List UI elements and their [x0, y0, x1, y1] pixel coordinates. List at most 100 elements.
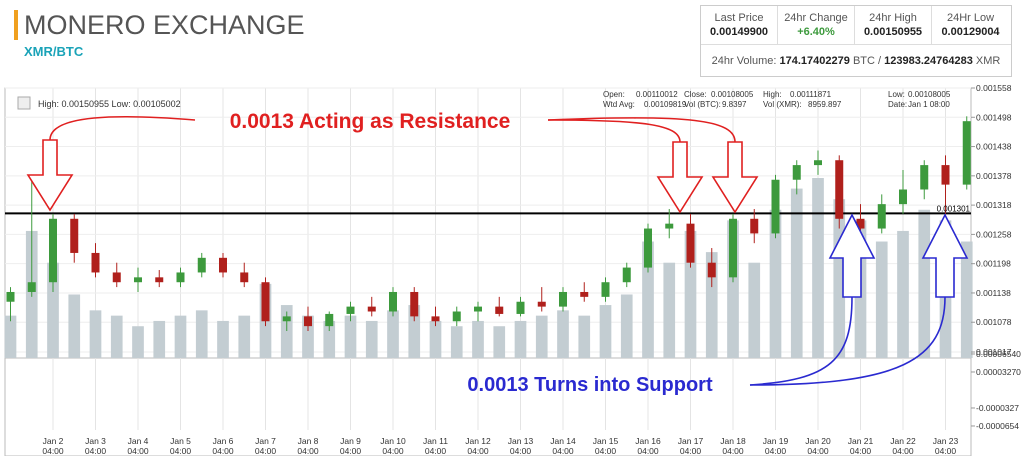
x-tick-time: 04:00	[212, 446, 234, 456]
connector	[49, 115, 196, 141]
y-tick-label: 0.001438	[976, 142, 1012, 152]
candle-body	[686, 223, 695, 263]
volume-bar	[323, 320, 336, 358]
info-item: 0.00111871	[790, 90, 832, 99]
down-arrow	[656, 141, 704, 214]
x-tick-time: 04:00	[807, 446, 829, 456]
connector	[749, 296, 853, 386]
volume-bar	[68, 294, 81, 358]
x-tick-time: 04:00	[425, 446, 447, 456]
info-item: 0.00108005	[711, 90, 754, 99]
info-item: High:	[763, 90, 782, 99]
volume-bar	[663, 262, 676, 358]
volume-bar	[493, 326, 506, 358]
x-tick-time: 04:00	[85, 446, 107, 456]
info-item: 0.00109819	[644, 100, 687, 109]
x-tick-time: 04:00	[170, 446, 192, 456]
volume-line: 24hr Volume: 174.17402279 BTC / 123983.2…	[701, 44, 1011, 77]
candle-body	[707, 262, 716, 278]
info-item: Close:	[684, 90, 707, 99]
x-tick-label: Jan 17	[678, 436, 704, 446]
volume-bar	[833, 199, 846, 358]
y-tick-label: 0.001498	[976, 112, 1012, 122]
axes: 0.001558 0.001498 0.001438 0.001378 0.001318…	[42, 83, 1021, 456]
volume-bar	[748, 262, 761, 358]
candle-body	[197, 257, 206, 273]
support-arrows	[749, 213, 969, 386]
x-tick-time: 04:00	[552, 446, 574, 456]
connector	[749, 296, 946, 386]
volume-bar	[132, 326, 144, 358]
x-tick-label: Jan 15	[593, 436, 619, 446]
x-tick-label: Jan 19	[763, 436, 789, 446]
volume-bar	[620, 294, 633, 358]
volume-bar	[408, 305, 421, 358]
x-tick-time: 04:00	[850, 446, 872, 456]
pair: XMR/BTC	[24, 44, 84, 59]
stat: Last Price 0.00149900	[701, 6, 778, 44]
y2-tick-label: 0.00003270	[976, 367, 1021, 377]
candle-body	[920, 165, 929, 190]
up-arrow	[921, 213, 969, 298]
volume-bar	[769, 209, 782, 358]
x-tick-time: 04:00	[42, 446, 64, 456]
candle-body	[325, 313, 334, 327]
stat-value: 0.00129004	[941, 26, 1000, 38]
candle-body	[474, 306, 482, 312]
candle-body	[410, 291, 419, 317]
candle-body	[559, 291, 567, 307]
volume-bar	[578, 315, 591, 358]
volume-bar	[557, 310, 569, 358]
info-item: 8959.897	[808, 100, 842, 109]
candle-body	[537, 301, 546, 307]
volume-bar	[875, 241, 888, 358]
stat-value: +6.40%	[797, 26, 835, 38]
volume-label: 24hr Volume:	[711, 55, 777, 67]
candle-body	[176, 272, 185, 283]
volume-bar	[514, 320, 527, 358]
y-tick-label: 0.001558	[976, 83, 1012, 93]
y2-tick-label: -0.0000654	[976, 421, 1019, 431]
volume-bar	[217, 320, 229, 358]
x-tick-label: Jan 6	[213, 436, 234, 446]
volume-bar	[47, 262, 59, 358]
x-tick-label: Jan 21	[848, 436, 874, 446]
x-tick-label: Jan 3	[85, 436, 106, 446]
exchange-title: MONERO EXCHANGE	[14, 10, 305, 40]
candle-body	[729, 218, 737, 278]
candle-body	[771, 179, 780, 234]
candle-body	[112, 272, 121, 283]
volume-bar	[960, 241, 973, 358]
volume-bar	[472, 320, 484, 358]
x-tick-time: 04:00	[595, 446, 617, 456]
volume-bar	[280, 305, 293, 358]
x-tick-label: Jan 4	[128, 436, 149, 446]
info-item: Vol (XMR):	[763, 100, 802, 109]
volume-btc: 174.17402279	[779, 55, 850, 67]
candle-body	[580, 291, 589, 297]
candle-body	[601, 282, 610, 297]
volume-btc-unit: BTC /	[852, 55, 882, 67]
candle-body	[622, 267, 631, 283]
info-item: 9.8397	[722, 100, 747, 109]
stat: 24hr High 0.00150955	[855, 6, 932, 44]
settings-icon[interactable]	[17, 96, 31, 110]
candle-body	[665, 223, 674, 229]
stat: 24hr Change +6.40%	[778, 6, 855, 44]
candle-body	[644, 228, 652, 268]
volume-bar	[365, 320, 378, 358]
connector	[547, 119, 681, 143]
x-tick-time: 04:00	[340, 446, 362, 456]
x-tick-time: 04:00	[722, 446, 744, 456]
y-tick-label: 0.001078	[976, 317, 1012, 327]
candle-body	[6, 291, 15, 302]
support-label: 0.0013 Turns into Support	[467, 374, 713, 396]
candle-body	[261, 282, 270, 322]
x-tick-label: Jan 22	[890, 436, 916, 446]
y2-tick-label: -0.0000327	[976, 403, 1019, 413]
volume-bar	[684, 230, 697, 358]
volume-bar	[642, 241, 654, 358]
chart-frame	[4, 87, 972, 456]
info-item: Vol (BTC):	[684, 100, 721, 109]
volume-bar	[812, 178, 824, 358]
